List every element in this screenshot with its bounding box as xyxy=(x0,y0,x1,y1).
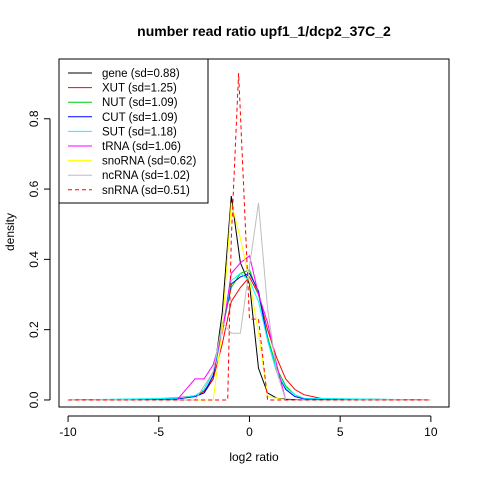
legend-entry: SUT (sd=1.18) xyxy=(102,126,177,138)
legend-entry: snoRNA (sd=0.62) xyxy=(102,156,196,168)
x-axis-label: log2 ratio xyxy=(229,450,279,464)
x-tick-label: -10 xyxy=(59,425,77,439)
series-line xyxy=(68,203,431,401)
legend-entry: snRNA (sd=0.51) xyxy=(102,185,190,197)
y-tick-label: 0.6 xyxy=(27,180,41,197)
y-axis-label: density xyxy=(3,213,17,251)
legend-entry: tRNA (sd=1.06) xyxy=(102,141,181,153)
y-tick-label: 0.2 xyxy=(27,321,41,338)
legend-entry: CUT (sd=1.09) xyxy=(102,112,178,124)
x-tick-label: 10 xyxy=(424,425,438,439)
x-tick-label: -5 xyxy=(153,425,164,439)
series-line xyxy=(68,202,431,401)
series-line xyxy=(68,73,431,401)
y-tick-label: 0.4 xyxy=(27,251,41,268)
chart-title: number read ratio upf1_1/dcp2_37C_2 xyxy=(137,23,391,39)
legend-entry: XUT (sd=1.25) xyxy=(102,83,177,95)
plot-frame xyxy=(58,58,450,408)
y-tick-label: 0.0 xyxy=(27,391,41,408)
series-line xyxy=(68,272,431,401)
y-tick-label: 0.8 xyxy=(27,110,41,127)
legend-entry: gene (sd=0.88) xyxy=(102,68,180,80)
legend-entry: NUT (sd=1.09) xyxy=(102,97,178,109)
legend-entry: ncRNA (sd=1.02) xyxy=(102,170,190,182)
x-tick-label: 5 xyxy=(337,425,344,439)
x-tick-label: 0 xyxy=(246,425,253,439)
